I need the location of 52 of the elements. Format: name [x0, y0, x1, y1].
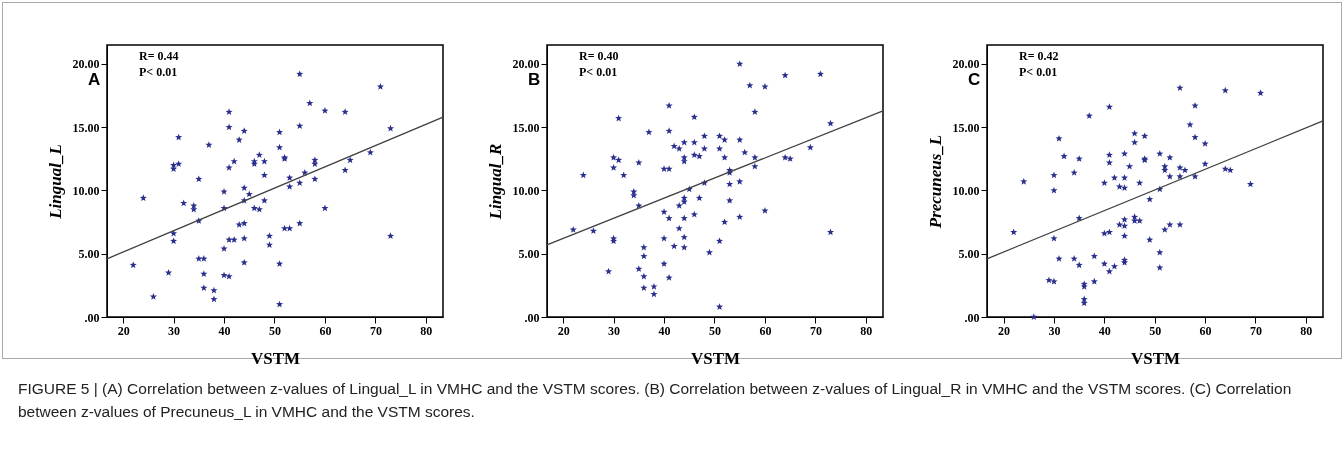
x-tick-label: 30	[168, 323, 181, 338]
x-tick-label: 60	[759, 323, 772, 338]
x-axis-title: VSTM	[690, 348, 741, 368]
x-tick-label: 30	[608, 323, 621, 338]
x-tick-label: 80	[1300, 323, 1313, 338]
y-tick-label: 20.00	[952, 57, 980, 72]
x-tick-label: 80	[860, 323, 873, 338]
text: C	[968, 70, 981, 89]
caption: FIGURE 5 | (A) Correlation between z-values of Lingual_L in VMHC and the VSTM scores. (B) Correlation between z-values of Lingual_R in VMHC and the VSTM scores. (C) Correlation between z-values of Precuneus_L in VMHC and the VSTM scores.	[18, 379, 1293, 422]
y-tick-label: .00	[524, 310, 540, 325]
x-tick-label: 70	[1250, 323, 1262, 338]
y-tick-label: 15.00	[72, 120, 100, 135]
x-tick-label: 40	[218, 323, 231, 338]
text: A	[88, 70, 101, 89]
x-tick-label: 70	[809, 323, 822, 338]
x-tick-label: 20	[998, 323, 1011, 338]
annotation: P< 0.01	[139, 65, 178, 79]
x-tick-label: 20	[117, 323, 130, 338]
y-tick-label: 15.00	[512, 120, 540, 135]
annotation: R= 0.42	[1019, 49, 1059, 63]
x-tick-label: 50	[1149, 323, 1162, 338]
x-axis-title: VSTM	[1130, 348, 1181, 368]
x-tick-label: 60	[1199, 323, 1212, 338]
y-tick-label: 5.00	[78, 247, 100, 262]
annotation: P< 0.01	[579, 65, 618, 79]
x-tick-label: 20	[557, 323, 570, 338]
annotation: R= 0.44	[139, 49, 179, 63]
y-axis-title: Lingual_R	[485, 143, 505, 221]
y-tick-label: 5.00	[518, 247, 540, 262]
x-axis-title: VSTM	[250, 348, 301, 368]
y-tick-label: .00	[964, 310, 980, 325]
x-tick-label: 50	[709, 323, 721, 338]
y-tick-label: 10.00	[952, 183, 980, 198]
y-axis-title: Precuneus_L	[925, 134, 945, 230]
x-tick-label: 40	[1098, 323, 1111, 338]
y-tick-label: 20.00	[72, 57, 100, 72]
y-tick-label: 10.00	[512, 183, 540, 198]
x-tick-label: 60	[319, 323, 332, 338]
x-tick-label: 80	[420, 323, 433, 338]
y-tick-label: 15.00	[952, 120, 980, 135]
annotation: P< 0.01	[1019, 65, 1058, 79]
y-axis-title: Lingual_L	[45, 144, 65, 220]
y-tick-label: 10.00	[72, 183, 100, 198]
y-tick-label: 5.00	[958, 247, 980, 262]
y-tick-label: 20.00	[512, 57, 540, 72]
x-tick-label: 30	[1048, 323, 1061, 338]
x-tick-label: 70	[369, 323, 382, 338]
x-tick-label: 50	[269, 323, 281, 338]
annotation: R= 0.40	[579, 49, 619, 63]
x-tick-label: 40	[658, 323, 671, 338]
text: B	[528, 70, 541, 89]
y-tick-label: .00	[84, 310, 100, 325]
